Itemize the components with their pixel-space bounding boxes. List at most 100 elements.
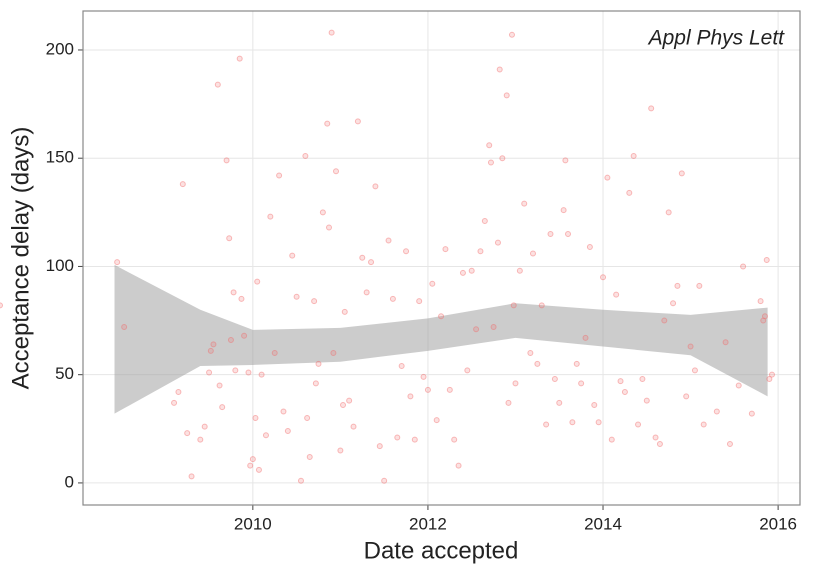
data-point xyxy=(761,313,768,320)
data-point xyxy=(578,380,585,387)
data-point xyxy=(459,269,466,276)
data-point xyxy=(468,267,475,274)
data-point xyxy=(284,427,291,434)
data-point xyxy=(337,447,344,454)
data-point xyxy=(529,250,536,257)
y-tick-label: 100 xyxy=(46,256,74,275)
data-point xyxy=(114,259,121,266)
data-point xyxy=(175,388,182,395)
data-point xyxy=(223,157,230,164)
data-point xyxy=(512,380,519,387)
data-point xyxy=(600,274,607,281)
plot-border xyxy=(82,10,801,506)
data-point xyxy=(547,230,554,237)
data-point xyxy=(304,414,311,421)
data-point xyxy=(630,153,637,160)
data-point xyxy=(713,408,720,415)
data-point xyxy=(297,477,304,484)
data-point xyxy=(354,118,361,125)
data-point xyxy=(254,278,261,285)
data-point xyxy=(227,337,234,344)
data-point xyxy=(505,399,512,406)
y-tick-label: 200 xyxy=(46,39,74,58)
data-point xyxy=(487,159,494,166)
data-point xyxy=(219,404,226,411)
data-point xyxy=(490,324,497,331)
data-point xyxy=(494,239,501,246)
data-point xyxy=(433,417,440,424)
data-point xyxy=(372,183,379,190)
data-point xyxy=(521,200,528,207)
data-point xyxy=(486,142,493,149)
data-point xyxy=(184,430,191,437)
data-point xyxy=(236,55,243,62)
data-point xyxy=(499,155,506,162)
data-point xyxy=(573,360,580,367)
annotation: Appl Phys Lett xyxy=(647,27,786,50)
data-point xyxy=(328,29,335,36)
data-point xyxy=(595,419,602,426)
data-point xyxy=(201,423,208,430)
data-point xyxy=(656,440,663,447)
data-point xyxy=(330,350,337,357)
data-point xyxy=(635,421,642,428)
data-point xyxy=(621,388,628,395)
data-point xyxy=(252,414,259,421)
data-point xyxy=(0,302,3,309)
data-point xyxy=(241,332,248,339)
data-point xyxy=(455,462,462,469)
data-point xyxy=(346,397,353,404)
x-axis-title: Date accepted xyxy=(364,537,519,564)
data-point xyxy=(363,289,370,296)
data-point xyxy=(477,248,484,255)
data-point xyxy=(267,213,274,220)
data-point xyxy=(534,360,541,367)
data-point xyxy=(740,263,747,270)
data-point xyxy=(171,399,178,406)
data-point xyxy=(319,209,326,216)
data-point xyxy=(446,386,453,393)
data-point xyxy=(312,380,319,387)
data-point xyxy=(473,326,480,333)
data-point xyxy=(643,397,650,404)
data-point xyxy=(442,246,449,253)
y-axis-title: Acceptance delay (days) xyxy=(7,127,34,390)
data-point xyxy=(763,256,770,263)
data-point xyxy=(565,230,572,237)
y-tick-label: 0 xyxy=(65,472,74,491)
data-point xyxy=(438,313,445,320)
y-tick-label: 50 xyxy=(55,364,74,383)
data-point xyxy=(527,350,534,357)
x-tick-label: 2012 xyxy=(409,514,447,533)
data-point xyxy=(230,289,237,296)
data-point xyxy=(249,456,256,463)
data-point xyxy=(326,224,333,231)
data-point xyxy=(551,376,558,383)
data-point xyxy=(696,282,703,289)
data-point xyxy=(617,378,624,385)
data-point xyxy=(315,360,322,367)
data-point xyxy=(226,235,233,242)
data-point xyxy=(368,259,375,266)
data-point xyxy=(556,399,563,406)
data-point xyxy=(359,254,366,261)
data-point xyxy=(626,189,633,196)
data-point xyxy=(411,436,418,443)
data-point xyxy=(516,267,523,274)
data-point xyxy=(700,421,707,428)
data-point xyxy=(245,369,252,376)
data-point xyxy=(424,386,431,393)
data-point xyxy=(766,376,773,383)
data-point xyxy=(293,293,300,300)
data-point xyxy=(258,371,265,378)
data-point xyxy=(289,252,296,259)
data-point xyxy=(591,401,598,408)
data-point xyxy=(188,473,195,480)
data-point xyxy=(238,295,245,302)
data-point xyxy=(385,237,392,244)
data-point xyxy=(722,339,729,346)
data-point xyxy=(510,302,517,309)
data-point xyxy=(735,382,742,389)
x-tick-label: 2016 xyxy=(759,514,797,533)
